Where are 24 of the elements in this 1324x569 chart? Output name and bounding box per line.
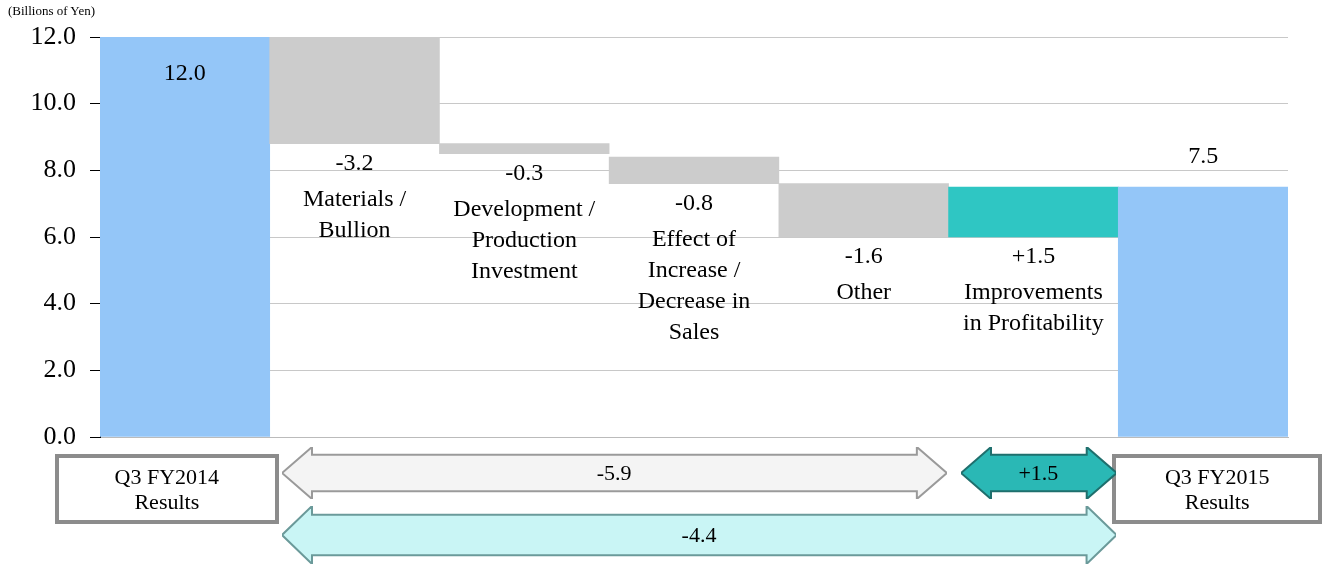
bar (1117, 186, 1288, 437)
data-label: -3.2 (335, 148, 374, 175)
x-tick-label: Effect of Increase / Decrease in Sales (637, 224, 751, 344)
x-tick-label: Improvements in Profitability (963, 278, 1104, 336)
data-label: 12.0 (163, 59, 206, 86)
data-label: -0.3 (505, 158, 544, 185)
y-tick-label: 6.0 (43, 220, 76, 250)
x-tick-label: Q3 FY2015 Results (1112, 454, 1322, 524)
x-tick-label: Development / Production Investment (453, 194, 596, 283)
y-axis-title: (Billions of Yen) (8, 3, 96, 19)
y-tick-label: 8.0 (43, 154, 76, 184)
bar (948, 186, 1119, 238)
x-tick-label: Materials / Bullion (302, 184, 407, 242)
y-tick-label: 0.0 (43, 420, 76, 450)
data-label: -0.8 (675, 188, 713, 215)
data-label: +1.5 (1011, 242, 1056, 269)
data-label: 7.5 (1188, 142, 1219, 169)
y-tick-label: 2.0 (43, 354, 76, 384)
y-tick-label: 12.0 (30, 20, 76, 50)
y-tick-label: 10.0 (30, 87, 76, 117)
y-tick-label: 4.0 (43, 287, 76, 317)
x-tick-label: Q3 FY2014 Results (54, 454, 279, 524)
x-tick-label: Other (836, 278, 892, 305)
data-label: -1.6 (844, 242, 883, 269)
